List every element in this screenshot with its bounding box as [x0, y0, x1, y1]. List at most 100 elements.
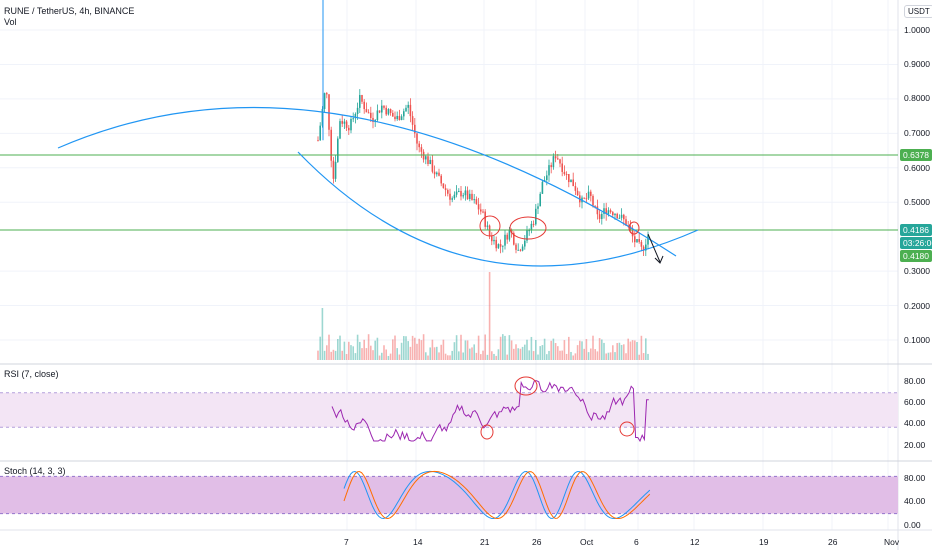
- candle-body: [376, 110, 379, 121]
- volume-bar: [554, 343, 557, 360]
- volume-bar: [416, 343, 418, 360]
- candle-body: [561, 163, 563, 172]
- candle-body: [631, 230, 634, 237]
- candle-body: [440, 175, 442, 184]
- candle-body: [378, 110, 381, 113]
- candle-body: [385, 107, 387, 115]
- volume-bar: [339, 335, 341, 360]
- candle-body: [389, 109, 392, 113]
- pane-separators[interactable]: [0, 363, 932, 462]
- candle-body: [477, 204, 480, 210]
- volume-bar: [605, 353, 607, 360]
- volume-bar: [504, 335, 506, 360]
- volume-bar: [585, 339, 588, 360]
- candle-body: [469, 193, 471, 200]
- arrow-head: [654, 255, 664, 264]
- candle-body: [328, 94, 330, 130]
- volume-bar: [444, 353, 447, 360]
- volume-bar: [486, 354, 489, 360]
- volume-bar: [596, 351, 599, 360]
- volume-bar: [345, 354, 348, 360]
- candle-body: [537, 206, 539, 209]
- circle-marker: [514, 376, 538, 396]
- candles: [317, 0, 649, 257]
- volume-bar: [328, 334, 330, 360]
- volume-bar: [493, 353, 495, 360]
- candle-body: [341, 121, 343, 124]
- volume-bar: [552, 338, 555, 360]
- candle-body: [361, 95, 363, 102]
- candle-body: [546, 175, 548, 180]
- candle-body: [491, 235, 493, 242]
- volume-bar: [515, 344, 517, 360]
- volume-bar: [337, 338, 339, 360]
- volume-bar: [609, 352, 612, 360]
- volume-bar: [576, 345, 579, 360]
- candle-body: [642, 246, 645, 251]
- time-tick: Nov: [884, 537, 900, 547]
- volume-bar: [647, 353, 649, 360]
- volume-bar: [341, 350, 343, 360]
- volume-bar: [616, 343, 618, 360]
- volume-bar: [603, 342, 605, 360]
- time-tick: 14: [413, 537, 423, 547]
- volume-bar: [557, 346, 559, 360]
- candle-body: [330, 129, 332, 161]
- candle-body: [592, 195, 594, 206]
- rsi-label[interactable]: RSI (7, close): [4, 369, 59, 379]
- candle-body: [365, 109, 368, 113]
- price-tick: 1.0000: [904, 25, 930, 35]
- volume-bar: [359, 341, 361, 360]
- candle-body: [625, 219, 627, 226]
- volume-bar: [381, 352, 383, 360]
- candle-body: [484, 211, 486, 227]
- candle-body: [550, 165, 552, 168]
- candle-body: [563, 171, 566, 175]
- candle-body: [618, 217, 621, 219]
- candle-body: [554, 156, 557, 159]
- candle-body: [524, 240, 526, 247]
- candle-body: [616, 213, 618, 219]
- candle-body: [590, 191, 592, 196]
- volume-bar: [543, 338, 546, 360]
- candle-body: [601, 213, 603, 219]
- volume-bar: [634, 340, 636, 360]
- volume-bar: [581, 341, 583, 360]
- candle-body: [471, 193, 473, 200]
- candle-body: [486, 225, 489, 227]
- candle-body: [598, 214, 601, 219]
- volume-bar: [565, 353, 568, 360]
- volume-bar: [378, 355, 381, 360]
- stoch-label[interactable]: Stoch (14, 3, 3): [4, 466, 66, 476]
- volume-bar: [365, 348, 368, 360]
- volume-bar: [539, 346, 541, 360]
- symbol-title[interactable]: RUNE / TetherUS, 4h, BINANCE: [4, 6, 135, 16]
- price-tick: 0.9000: [904, 59, 930, 69]
- candle-body: [356, 107, 359, 115]
- candle-body: [449, 193, 451, 200]
- candle-body: [396, 115, 398, 120]
- upper-arc: [57, 106, 677, 257]
- volume-bar: [477, 335, 480, 360]
- volume-bar: [343, 341, 346, 360]
- volume-bar: [427, 355, 429, 360]
- volume-bar: [356, 334, 359, 360]
- stoch-tick: 0.00: [904, 520, 921, 530]
- candle-body: [506, 234, 508, 240]
- volume-label[interactable]: Vol: [4, 17, 17, 27]
- candle-body: [339, 121, 341, 139]
- candle-body: [499, 244, 502, 247]
- volume-bar: [530, 336, 533, 360]
- time-tick: 12: [690, 537, 700, 547]
- candle-body: [493, 239, 495, 242]
- drawings[interactable]: [0, 106, 898, 267]
- candle-body: [462, 195, 464, 197]
- candle-body: [403, 111, 405, 117]
- volume-bar: [510, 340, 513, 360]
- candle-body: [594, 205, 596, 207]
- rsi-band: [0, 392, 898, 428]
- currency-button[interactable]: USDT: [904, 5, 932, 18]
- volume-bar: [418, 338, 420, 360]
- candle-body: [587, 191, 590, 199]
